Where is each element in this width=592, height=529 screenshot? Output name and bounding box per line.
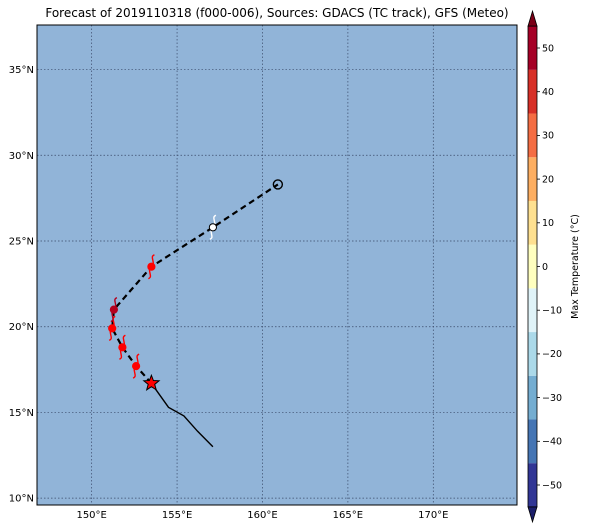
colorbar-segment — [528, 113, 537, 158]
colorbar-segment — [528, 463, 537, 507]
lon-tick-label: 170°E — [418, 510, 448, 521]
lon-tick-label: 160°E — [247, 510, 277, 521]
map-title: Forecast of 2019110318 (f000-006), Sourc… — [45, 6, 509, 20]
forecast-end-circle-icon — [272, 179, 284, 190]
map-ocean-area — [37, 25, 517, 505]
tropical-storm-icon — [109, 296, 119, 323]
lat-tick-label: 15°N — [9, 408, 34, 419]
colorbar-over-arrow — [527, 9, 538, 27]
colorbar-segment — [528, 419, 537, 464]
map-axes: 150°E 155°E 160°E 165°E 170°E 10°N 15°N 20°N 25°… — [9, 65, 449, 521]
colorbar: −50 −40 −30 −20 −10 0 10 20 30 40 50 Max Temperatur… — [527, 9, 581, 524]
colorbar-tick-label: 0 — [542, 262, 548, 273]
lat-tick-label: 10°N — [9, 494, 34, 505]
colorbar-segment — [528, 26, 537, 70]
colorbar-segment — [528, 157, 537, 201]
colorbar-tick-label: −20 — [542, 349, 562, 360]
tropical-storm-icon — [108, 315, 117, 342]
colorbar-tick-label: −30 — [542, 393, 562, 404]
colorbar-tick-label: −50 — [542, 480, 562, 491]
colorbar-segment — [528, 332, 537, 376]
lon-tick-label: 155°E — [162, 510, 192, 521]
colorbar-tick-label: 30 — [542, 131, 554, 142]
colorbar-tick-label: 10 — [542, 218, 554, 229]
tropical-storm-icon — [208, 214, 217, 240]
colorbar-under-arrow — [527, 506, 538, 524]
colorbar-segment — [528, 69, 537, 114]
colorbar-segment — [528, 375, 537, 420]
colorbar-tick-label: −40 — [542, 437, 562, 448]
colorbar-tick-label: 20 — [542, 174, 554, 185]
current-position-star-icon — [142, 373, 161, 391]
colorbar-segment — [528, 244, 537, 289]
lon-tick-label: 150°E — [76, 510, 106, 521]
lat-tick-label: 35°N — [9, 65, 34, 76]
lat-tick-label: 25°N — [9, 237, 34, 248]
colorbar-segment — [528, 200, 537, 245]
colorbar-tick-label: 50 — [542, 43, 554, 54]
cyclone-track — [108, 179, 284, 448]
lat-tick-label: 30°N — [9, 151, 34, 162]
colorbar-segment — [528, 288, 537, 333]
gridlines — [37, 25, 517, 505]
forecast-track-line — [111, 183, 279, 385]
tropical-storm-icon — [118, 334, 127, 360]
lon-tick-label: 165°E — [333, 510, 363, 521]
colorbar-tick-label: 40 — [542, 87, 554, 98]
past-track-line — [150, 382, 214, 448]
colorbar-tick-label: −10 — [542, 306, 562, 317]
colorbar-label: Max Temperature (°C) — [570, 214, 581, 319]
tropical-storm-icon — [147, 254, 156, 280]
map-frame — [36, 24, 518, 506]
lat-tick-label: 20°N — [9, 322, 34, 333]
tropical-storm-icon — [132, 353, 141, 379]
